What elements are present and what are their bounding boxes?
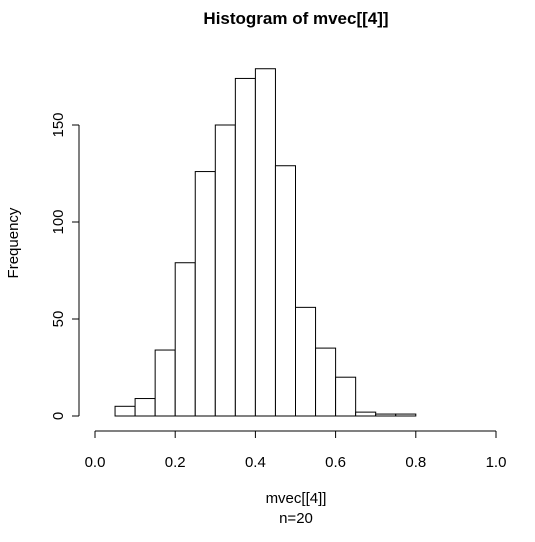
y-tick-label: 100 [50, 209, 67, 234]
histogram-bar [114, 405, 136, 417]
histogram-bar [154, 349, 176, 417]
histogram-bar [355, 411, 377, 417]
y-axis-label: Frequency [5, 207, 22, 278]
histogram-bar [295, 306, 317, 417]
y-tick-label: 0 [50, 412, 67, 420]
x-axis: 0.0 0.2 0.4 0.6 0.8 1.0 [85, 430, 507, 471]
histogram-bar [335, 376, 357, 417]
histogram-bar [254, 68, 276, 417]
x-tick-label: 0.6 [325, 454, 346, 471]
x-tick-label: 0.4 [245, 454, 266, 471]
chart-title: Histogram of mvec[[4]] [203, 9, 388, 28]
histogram-bars [114, 68, 417, 417]
histogram-bar [134, 398, 156, 417]
x-tick-label: 0.8 [405, 454, 426, 471]
x-tick-label: 0.0 [85, 454, 106, 471]
histogram-bar [375, 413, 397, 417]
x-axis-subtitle: n=20 [279, 510, 313, 527]
histogram-bar [194, 171, 216, 417]
y-axis: 0 50 100 150 [50, 112, 80, 420]
histogram-bar [234, 77, 256, 417]
histogram-bar [395, 413, 417, 417]
y-tick-label: 50 [50, 311, 67, 328]
histogram-bar [174, 262, 196, 417]
histogram-bar [214, 124, 236, 417]
x-tick-label: 1.0 [486, 454, 507, 471]
histogram-bar [315, 347, 337, 417]
x-axis-label: mvec[[4]] [266, 490, 327, 507]
y-tick-label: 150 [50, 112, 67, 137]
histogram-bar [274, 165, 297, 417]
x-tick-label: 0.2 [165, 454, 186, 471]
